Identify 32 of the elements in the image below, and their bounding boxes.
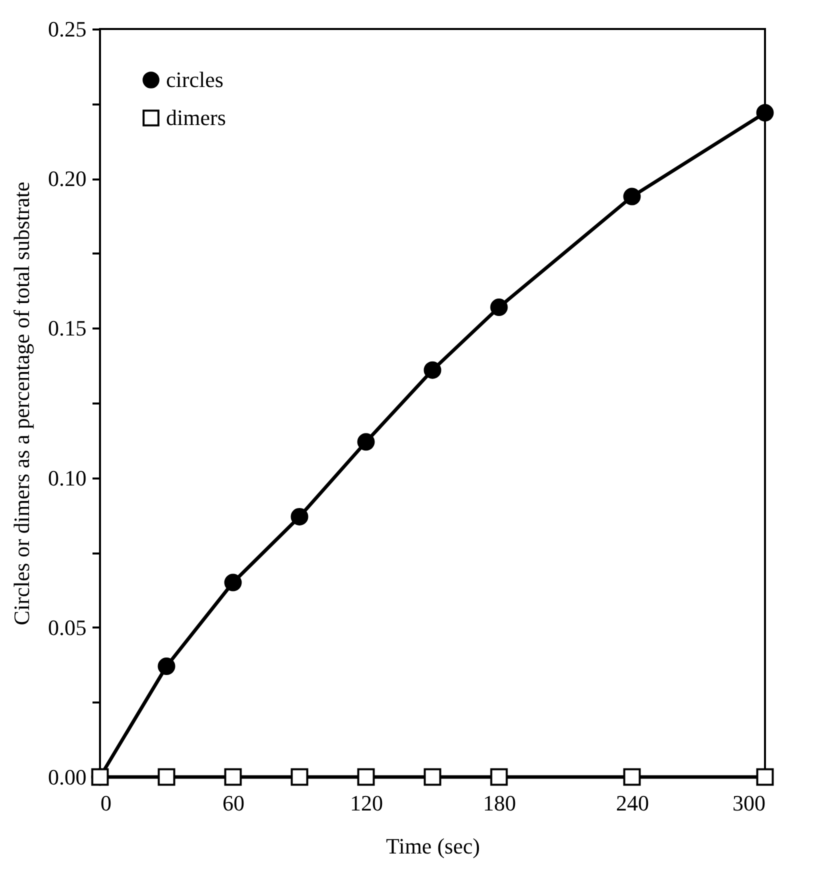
- point: [424, 361, 442, 379]
- legend-label: circles: [166, 67, 224, 92]
- y-tick-label: 0.15: [48, 316, 86, 341]
- point: [490, 298, 508, 316]
- point: [756, 104, 774, 122]
- x-axis-title: Time (sec): [386, 834, 480, 858]
- point: [224, 574, 242, 592]
- point: [623, 768, 641, 786]
- point: [224, 768, 242, 786]
- x-tick-label: 60: [222, 790, 244, 816]
- point: [290, 768, 308, 786]
- y-axis-title: Circles or dimers as a percentage of total substrate: [9, 182, 34, 626]
- x-tick-label: 300: [732, 790, 766, 816]
- point: [158, 768, 176, 786]
- point: [290, 508, 308, 526]
- x-tick-label: 180: [483, 790, 516, 816]
- y-tick-label: 0.20: [48, 166, 86, 192]
- x-tick-label: 240: [616, 790, 649, 816]
- point: [158, 658, 176, 676]
- y-tick-label: 0.05: [48, 614, 86, 640]
- point: [357, 433, 375, 451]
- legend-label: dimers: [166, 105, 226, 130]
- x-tick-label: 120: [350, 790, 383, 816]
- y-tick-label: 0.25: [48, 16, 86, 42]
- point: [490, 768, 508, 786]
- y-tick-label: 0.10: [48, 465, 86, 490]
- point: [424, 768, 442, 786]
- point: [357, 768, 375, 786]
- y-tick-label: 0.00: [48, 764, 86, 790]
- point: [623, 188, 641, 206]
- x-tick-label: 0: [100, 790, 112, 816]
- point: [756, 768, 774, 786]
